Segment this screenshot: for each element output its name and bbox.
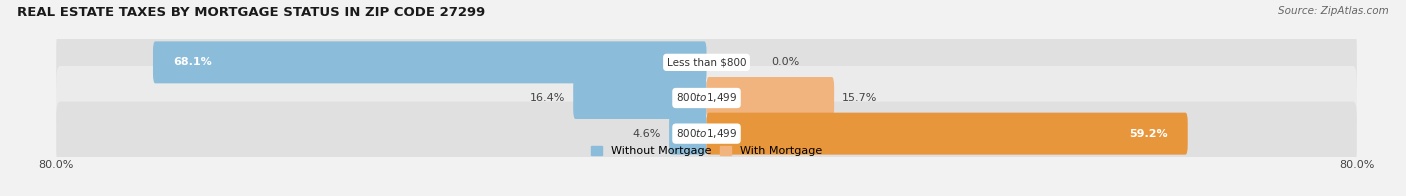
- Text: 4.6%: 4.6%: [633, 129, 661, 139]
- Text: 68.1%: 68.1%: [173, 57, 212, 67]
- Text: 16.4%: 16.4%: [530, 93, 565, 103]
- Text: 15.7%: 15.7%: [842, 93, 877, 103]
- FancyBboxPatch shape: [574, 77, 707, 119]
- Text: $800 to $1,499: $800 to $1,499: [676, 92, 737, 104]
- Text: Source: ZipAtlas.com: Source: ZipAtlas.com: [1278, 6, 1389, 16]
- Text: Less than $800: Less than $800: [666, 57, 747, 67]
- Text: 0.0%: 0.0%: [772, 57, 800, 67]
- Text: 59.2%: 59.2%: [1129, 129, 1167, 139]
- FancyBboxPatch shape: [56, 30, 1357, 94]
- Legend: Without Mortgage, With Mortgage: Without Mortgage, With Mortgage: [586, 142, 827, 161]
- FancyBboxPatch shape: [669, 113, 707, 155]
- Text: REAL ESTATE TAXES BY MORTGAGE STATUS IN ZIP CODE 27299: REAL ESTATE TAXES BY MORTGAGE STATUS IN …: [17, 6, 485, 19]
- FancyBboxPatch shape: [153, 41, 707, 83]
- Text: $800 to $1,499: $800 to $1,499: [676, 127, 737, 140]
- FancyBboxPatch shape: [707, 77, 834, 119]
- FancyBboxPatch shape: [707, 113, 1188, 155]
- FancyBboxPatch shape: [56, 66, 1357, 130]
- FancyBboxPatch shape: [56, 102, 1357, 166]
